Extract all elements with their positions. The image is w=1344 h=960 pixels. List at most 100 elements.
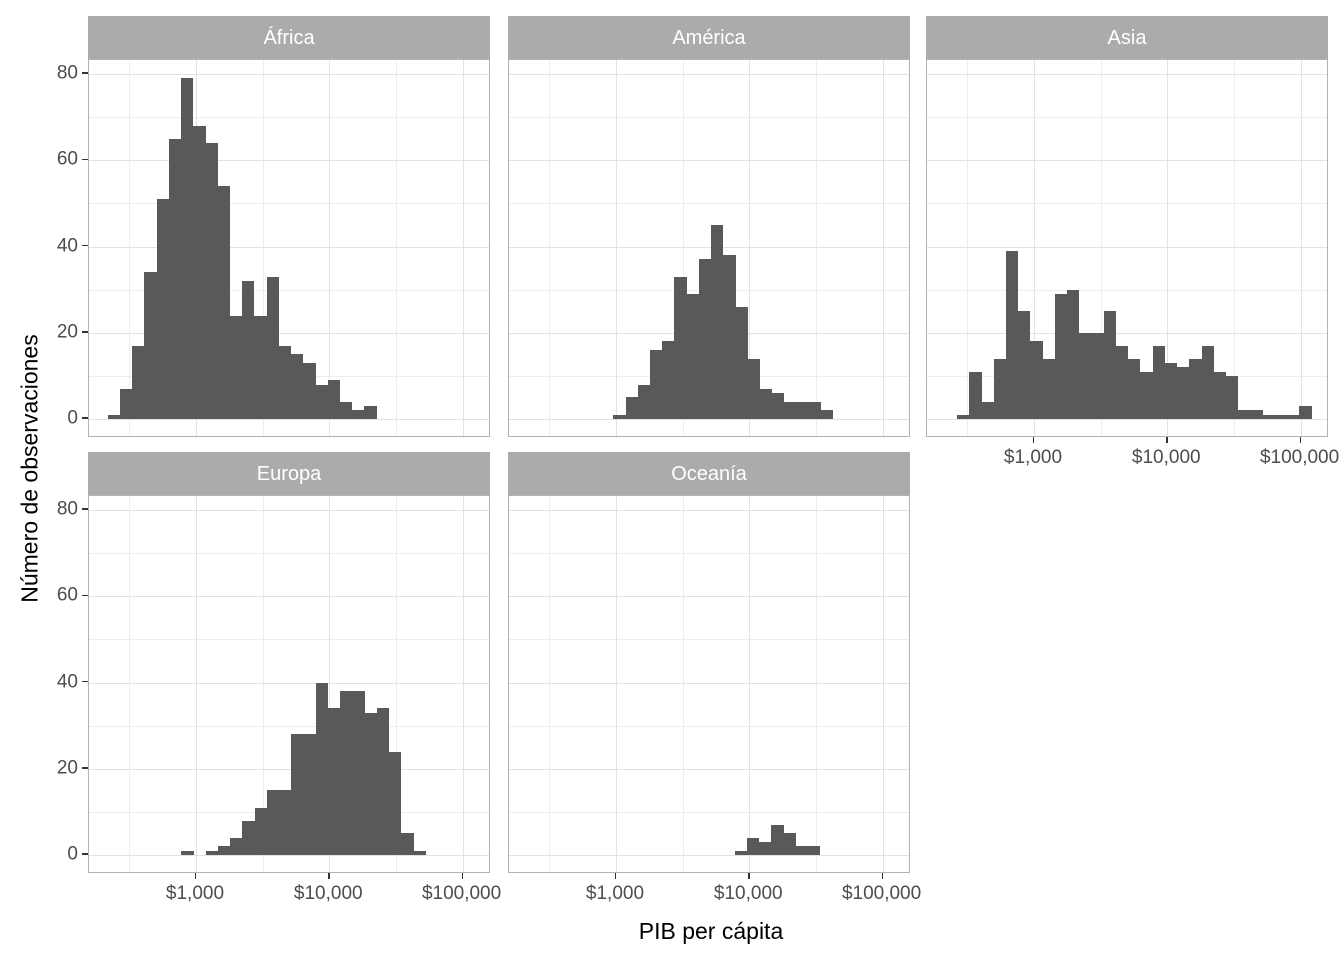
histogram-bar xyxy=(364,712,377,855)
histogram-bar xyxy=(674,276,687,419)
x-tick-mark xyxy=(461,873,464,879)
gridline-y-major xyxy=(89,768,489,770)
histogram-bar xyxy=(1152,345,1165,419)
histogram-bar xyxy=(254,807,267,855)
histogram-bar xyxy=(723,255,736,419)
y-tick-label: 0 xyxy=(67,843,78,865)
gridline-y-minor xyxy=(89,725,489,727)
histogram-bar xyxy=(156,199,169,419)
gridline-y-major xyxy=(927,419,1327,420)
x-tick-label: $100,000 xyxy=(421,883,502,904)
x-tick-mark xyxy=(1032,437,1035,443)
gridline-x-major xyxy=(749,60,751,436)
gridline-y-minor xyxy=(509,117,909,119)
histogram-bar xyxy=(1287,414,1300,419)
facet-strip-label: América xyxy=(672,26,746,49)
histogram-bar xyxy=(746,837,760,855)
histogram-bar xyxy=(637,384,650,419)
facet-panel xyxy=(88,59,490,437)
facet-panel xyxy=(508,495,910,873)
histogram-bar xyxy=(303,362,316,419)
facet-strip: Oceanía xyxy=(508,452,910,495)
histogram-bar xyxy=(735,306,748,419)
gridline-y-major xyxy=(509,596,909,598)
facet-strip: África xyxy=(88,16,490,59)
histogram-bar xyxy=(339,401,353,419)
gridline-y-major xyxy=(509,768,909,770)
x-tick-mark xyxy=(328,873,330,879)
histogram-bar xyxy=(181,850,194,855)
facet-strip: Asia xyxy=(926,16,1328,59)
y-tick-label: 20 xyxy=(56,321,78,343)
y-tick-mark xyxy=(82,331,88,333)
gridline-y-major xyxy=(89,246,489,248)
x-tick-mark xyxy=(614,873,617,879)
gridline-y-major xyxy=(509,855,909,856)
histogram-bar xyxy=(1091,332,1104,419)
gridline-x-major xyxy=(882,60,884,436)
histogram-bar xyxy=(364,406,377,419)
x-tick-label: $10,000 xyxy=(713,883,783,904)
x-tick-mark xyxy=(748,873,750,879)
histogram-bar xyxy=(1238,410,1251,419)
histogram-bar xyxy=(327,708,341,855)
histogram-bar xyxy=(230,837,243,855)
histogram-bar xyxy=(242,281,255,419)
histogram-bar xyxy=(266,790,280,855)
histogram-bar xyxy=(376,708,390,855)
histogram-bar xyxy=(303,734,316,855)
y-tick-label: 80 xyxy=(56,498,78,520)
histogram-bar xyxy=(389,751,402,855)
y-tick-mark xyxy=(82,417,88,419)
histogram-bar xyxy=(168,138,182,419)
gridline-y-minor xyxy=(89,203,489,205)
histogram-bar xyxy=(747,358,760,419)
gridline-y-minor xyxy=(509,725,909,727)
gridline-x-minor xyxy=(262,60,264,436)
y-tick-mark xyxy=(82,72,88,74)
x-tick-mark xyxy=(194,873,197,879)
histogram-bar xyxy=(132,345,145,419)
y-tick-mark xyxy=(82,158,88,160)
histogram-bar xyxy=(1164,362,1178,419)
histogram-bar xyxy=(808,401,822,419)
facet-strip-label: Europa xyxy=(256,462,322,485)
gridline-x-major xyxy=(1300,60,1302,436)
gridline-y-major xyxy=(89,419,489,420)
gridline-x-minor xyxy=(682,60,684,436)
histogram-bar xyxy=(1005,250,1019,419)
y-tick-mark xyxy=(82,508,88,510)
gridline-x-minor xyxy=(815,496,817,872)
histogram-bar xyxy=(242,820,255,855)
histogram-bar xyxy=(1189,358,1202,419)
gridline-y-major xyxy=(927,160,1327,162)
histogram-bar xyxy=(1140,371,1153,419)
gridline-y-minor xyxy=(509,639,909,641)
x-axis-title: PIB per cápita xyxy=(638,918,784,944)
gridline-x-minor xyxy=(129,60,131,436)
histogram-bar xyxy=(315,682,328,855)
histogram-bar xyxy=(327,380,340,419)
histogram-bar xyxy=(254,315,267,419)
histogram-bar xyxy=(783,833,796,855)
histogram-bar xyxy=(229,315,243,419)
gridline-x-major xyxy=(195,496,197,872)
gridline-x-minor xyxy=(967,60,969,436)
gridline-x-major xyxy=(329,496,331,872)
gridline-x-minor xyxy=(129,496,131,872)
gridline-y-major xyxy=(509,510,909,511)
histogram-bar xyxy=(1213,371,1226,419)
gridline-y-minor xyxy=(89,117,489,119)
gridline-y-major xyxy=(509,246,909,248)
histogram-bar xyxy=(315,384,328,419)
gridline-x-minor xyxy=(262,496,264,872)
gridline-x-major xyxy=(329,60,331,436)
gridline-y-major xyxy=(509,160,909,162)
y-tick-mark xyxy=(82,853,88,855)
histogram-bar xyxy=(291,734,304,855)
histogram-bar xyxy=(413,850,426,855)
histogram-bar xyxy=(1274,414,1288,419)
gridline-x-major xyxy=(749,496,751,872)
gridline-y-minor xyxy=(509,203,909,205)
x-tick-label: $100,000 xyxy=(841,883,922,904)
